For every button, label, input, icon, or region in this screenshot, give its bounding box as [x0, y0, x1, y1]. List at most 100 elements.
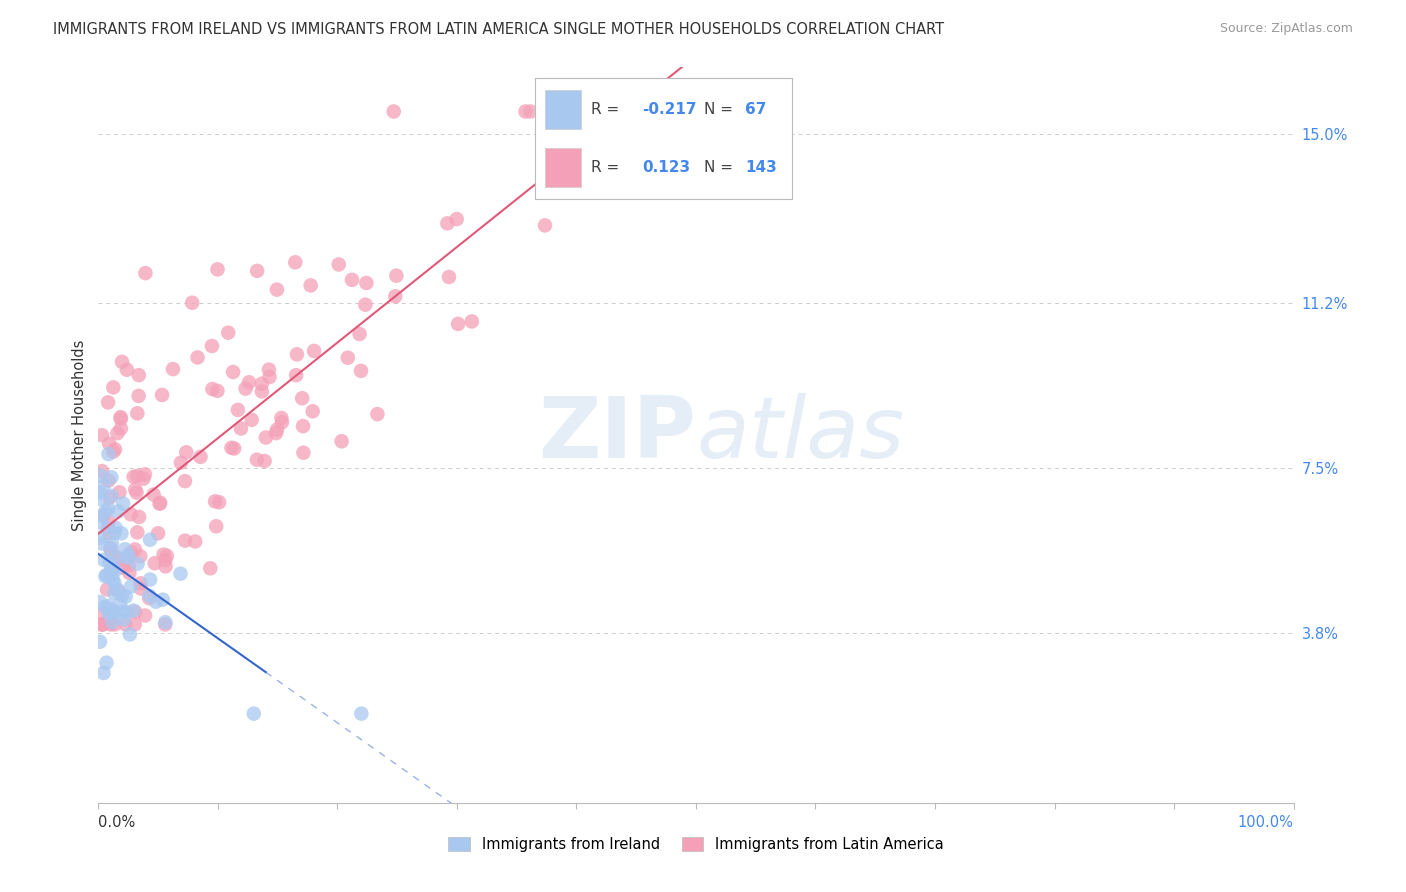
- Point: [120, 580, 142, 594]
- Point: [124, 542, 146, 557]
- Point: [89, 516, 111, 530]
- Point: [97, 447, 120, 461]
- Point: [299, 278, 322, 293]
- Point: [266, 283, 288, 297]
- Point: [98, 541, 121, 555]
- Point: [139, 533, 162, 547]
- Point: [546, 160, 568, 174]
- Point: [146, 526, 169, 541]
- Point: [89, 492, 111, 507]
- Point: [207, 262, 229, 277]
- Point: [118, 558, 141, 572]
- Point: [603, 148, 626, 162]
- Point: [124, 617, 146, 632]
- Point: [204, 494, 226, 508]
- Point: [122, 603, 145, 617]
- Point: [350, 364, 373, 378]
- Point: [382, 104, 405, 119]
- Point: [111, 355, 134, 369]
- Point: [93, 479, 115, 493]
- Point: [110, 526, 132, 541]
- Point: [104, 564, 127, 578]
- Point: [174, 474, 197, 488]
- Point: [100, 617, 122, 632]
- Point: [97, 522, 120, 536]
- Point: [97, 501, 120, 516]
- Point: [97, 395, 120, 409]
- Point: [284, 255, 307, 269]
- Point: [336, 351, 359, 365]
- Point: [97, 599, 120, 613]
- Point: [108, 485, 131, 500]
- Point: [120, 508, 142, 522]
- Point: [105, 550, 128, 565]
- Point: [574, 104, 596, 119]
- Text: IMMIGRANTS FROM IRELAND VS IMMIGRANTS FROM LATIN AMERICA SINGLE MOTHER HOUSEHOLD: IMMIGRANTS FROM IRELAND VS IMMIGRANTS FR…: [53, 22, 945, 37]
- Legend: Immigrants from Ireland, Immigrants from Latin America: Immigrants from Ireland, Immigrants from…: [443, 831, 949, 858]
- Point: [328, 257, 350, 271]
- Point: [117, 550, 139, 565]
- Point: [115, 362, 138, 376]
- Point: [127, 406, 149, 420]
- Point: [93, 508, 115, 522]
- Point: [101, 573, 124, 587]
- Point: [253, 454, 276, 468]
- Point: [340, 273, 363, 287]
- Point: [385, 268, 408, 283]
- Point: [94, 599, 117, 614]
- Point: [366, 407, 388, 421]
- Point: [222, 365, 245, 379]
- Point: [187, 351, 209, 365]
- Point: [96, 582, 118, 597]
- Point: [100, 546, 122, 560]
- Point: [436, 216, 458, 230]
- Point: [115, 552, 138, 566]
- Point: [112, 612, 135, 626]
- Point: [118, 627, 141, 641]
- Point: [266, 423, 288, 437]
- Point: [143, 556, 166, 570]
- Point: [96, 656, 118, 670]
- Point: [243, 706, 266, 721]
- Point: [117, 549, 139, 563]
- Point: [578, 104, 600, 119]
- Point: [250, 376, 273, 391]
- Point: [89, 485, 111, 500]
- Point: [111, 605, 134, 619]
- Point: [205, 519, 228, 533]
- Point: [103, 605, 125, 619]
- Point: [153, 617, 176, 632]
- Point: [91, 607, 114, 621]
- Point: [93, 665, 115, 680]
- Point: [89, 468, 111, 483]
- Point: [128, 509, 150, 524]
- Point: [134, 467, 156, 482]
- Point: [114, 542, 136, 557]
- Point: [170, 456, 193, 470]
- Point: [101, 536, 124, 550]
- Point: [134, 266, 156, 280]
- Point: [124, 605, 146, 619]
- Point: [356, 276, 378, 290]
- Point: [103, 526, 125, 541]
- Point: [98, 556, 121, 570]
- Point: [98, 603, 121, 617]
- Point: [97, 515, 120, 529]
- Point: [104, 521, 127, 535]
- Point: [271, 415, 294, 429]
- Point: [285, 347, 308, 361]
- Point: [257, 362, 280, 376]
- Point: [689, 104, 711, 119]
- Point: [221, 441, 243, 455]
- Text: 100.0%: 100.0%: [1237, 814, 1294, 830]
- Point: [110, 412, 132, 426]
- Point: [291, 391, 314, 405]
- Point: [115, 605, 138, 619]
- Point: [515, 104, 537, 119]
- Point: [145, 595, 167, 609]
- Text: Source: ZipAtlas.com: Source: ZipAtlas.com: [1219, 22, 1353, 36]
- Point: [128, 368, 150, 383]
- Point: [270, 411, 292, 425]
- Point: [101, 615, 124, 629]
- Point: [104, 442, 127, 457]
